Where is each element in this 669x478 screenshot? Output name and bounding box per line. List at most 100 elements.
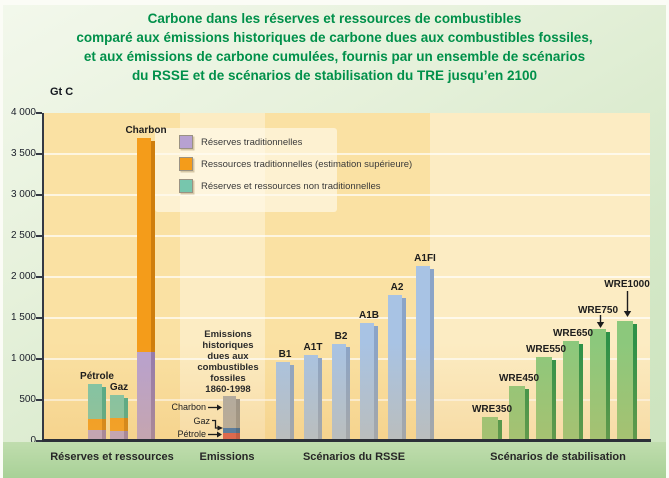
right-arrow-icon (208, 431, 222, 437)
y-tick-mark (36, 440, 42, 442)
bar-WRE750 (590, 329, 610, 441)
annotation-line: fossiles (210, 373, 246, 384)
bar-segment-green (482, 417, 498, 441)
petrole-segment-pointer: Pétrole (130, 429, 222, 439)
y-tick-label-4000: 4 000 (10, 107, 36, 118)
y-tick-label-2500: 2 500 (10, 230, 36, 241)
bar-side-shadow (606, 332, 610, 441)
elbow-arrow-icon (212, 419, 223, 431)
bar-label-WRE450: WRE450 (498, 373, 539, 385)
bar-side-shadow (579, 343, 583, 441)
bar-label-WRE1000: WRE1000 (604, 279, 650, 290)
bar-WRE450 (509, 386, 529, 441)
group-label-scenarios-stabilisation: Scénarios de stabilisation (490, 451, 626, 463)
gridline-1500 (43, 317, 650, 319)
frame-edge-top (0, 0, 669, 5)
frame-edge-right (666, 0, 669, 478)
bar-side-shadow (236, 428, 240, 433)
bar-side-shadow (102, 419, 106, 431)
group-label-reserves-et-ressources: Réserves et ressources (50, 451, 174, 463)
legend-swatch-teal (179, 179, 193, 193)
bar-A1T (304, 354, 322, 441)
y-tick-mark (36, 358, 42, 360)
bar-label-WRE550: WRE550 (525, 343, 566, 355)
legend-label: Réserves traditionnelles (201, 136, 303, 148)
bar-segment-blue (332, 344, 346, 441)
y-tick-label-500: 500 (19, 394, 36, 405)
bar-side-shadow (151, 140, 155, 353)
bar-label-WRE350: WRE350 (471, 404, 512, 416)
bar-side-shadow (102, 430, 106, 441)
bar-label-A2: A2 (390, 282, 404, 294)
bar-segment-green (563, 340, 579, 441)
bar-segment-gray (223, 396, 236, 429)
bar-segment-emblue (223, 428, 236, 433)
legend-item-ressources-traditionnelles: Ressources traditionnelles (estimation s… (179, 156, 412, 172)
y-axis-unit-label: Gt C (50, 86, 74, 98)
bar-side-shadow (124, 398, 128, 419)
y-tick-label-3500: 3 500 (10, 148, 36, 159)
wre1000-down-arrow-icon (623, 291, 632, 317)
bar-A2 (388, 295, 406, 441)
y-tick-mark (36, 194, 42, 196)
bar-side-shadow (124, 418, 128, 432)
bar-petrole (88, 383, 106, 441)
bar-side-shadow (498, 420, 502, 441)
bar-A1FI (416, 266, 434, 441)
bar-side-shadow (346, 347, 350, 441)
gaz-pointer-label: Gaz (193, 416, 210, 426)
bar-segment-purple (137, 352, 151, 441)
bar-label-A1FI: A1FI (414, 253, 436, 265)
annotation-line: 1860-1998 (205, 384, 251, 395)
bar-label-petrole: Pétrole (80, 370, 114, 382)
wre750-down-arrow-icon (596, 315, 605, 328)
y-tick-label-3000: 3 000 (10, 189, 36, 200)
y-tick-label-2000: 2 000 (10, 271, 36, 282)
bar-label-B2: B2 (334, 331, 348, 343)
legend-item-non-traditionnelles: Réserves et ressources non traditionnell… (179, 178, 381, 194)
annotation-line: dues aux (207, 351, 249, 362)
bar-A1B (360, 322, 378, 441)
bar-WRE350 (482, 417, 502, 441)
bar-side-shadow (633, 324, 637, 441)
chart-title-line: du RSSE et de scénarios de stabilisation… (131, 68, 538, 83)
annotation-line: combustibles (197, 362, 259, 373)
y-tick-mark (36, 153, 42, 155)
y-tick-mark (36, 235, 42, 237)
y-tick-mark (36, 399, 42, 401)
bar-segment-green (590, 329, 606, 441)
y-tick-mark (36, 276, 42, 278)
bar-label-charbon: Charbon (125, 124, 167, 136)
gaz-segment-pointer: Gaz (130, 416, 210, 426)
gridline-2500 (43, 235, 650, 237)
chart-title-line: Carbone dans les réserves et ressources … (147, 11, 522, 26)
bar-label-gaz: Gaz (109, 382, 129, 394)
bar-emissions (223, 396, 240, 441)
bar-label-A1B: A1B (358, 309, 379, 321)
y-axis-line (42, 113, 44, 441)
annotation-line: historiques (202, 340, 254, 351)
bar-segment-green (536, 356, 552, 441)
bar-side-shadow (102, 386, 106, 420)
bar-B2 (332, 344, 350, 441)
gridline-3000 (43, 194, 650, 196)
charbon-segment-pointer: Charbon (130, 402, 222, 412)
y-tick-mark (36, 112, 42, 114)
group-label-scenarios-rsse: Scénarios du RSSE (302, 451, 406, 463)
bar-side-shadow (525, 389, 529, 441)
bar-side-shadow (124, 431, 128, 441)
y-tick-label-0: 0 (30, 435, 36, 446)
legend-label: Ressources traditionnelles (estimation s… (201, 158, 413, 170)
legend-swatch-orange (179, 157, 193, 171)
gridline-3500 (43, 153, 650, 155)
historic-emissions-annotation: Emissions historiques dues aux combustib… (181, 329, 275, 395)
legend-swatch-purple (179, 135, 193, 149)
bar-segment-red (223, 432, 236, 441)
bar-side-shadow (552, 359, 556, 441)
group-label-emissions: Emissions (199, 451, 255, 463)
bar-side-shadow (236, 432, 240, 441)
bar-WRE650 (563, 340, 583, 441)
x-axis-band: Réserves et ressources Emissions Scénari… (0, 442, 669, 478)
bar-segment-blue (360, 322, 374, 441)
